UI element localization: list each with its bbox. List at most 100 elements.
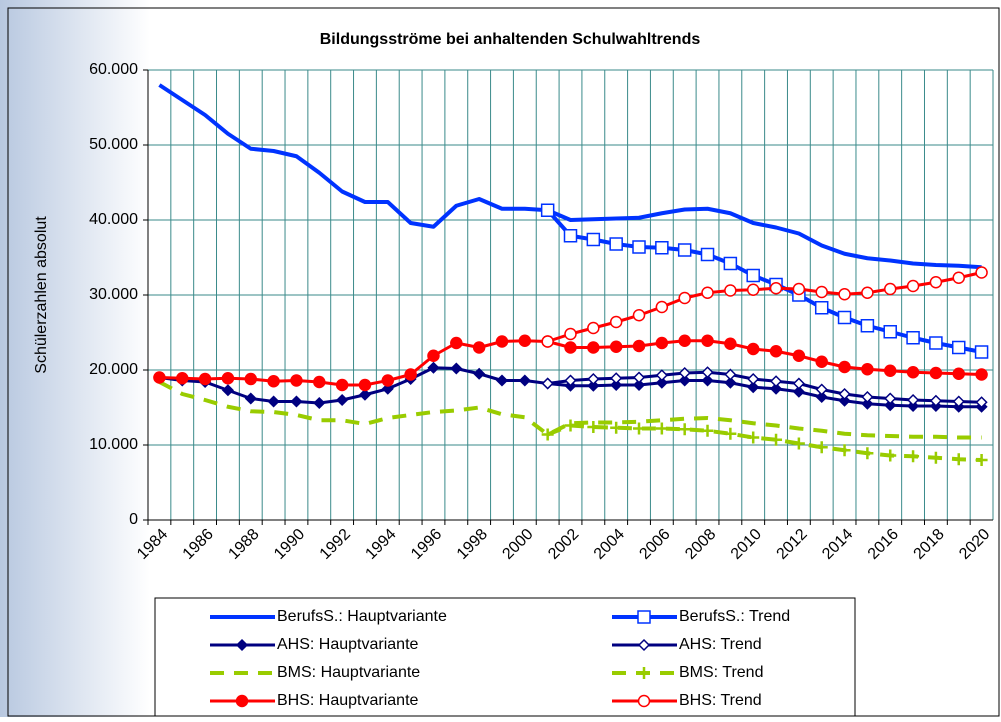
- marker: [861, 286, 874, 299]
- marker: [724, 284, 737, 297]
- marker: [701, 424, 714, 437]
- marker: [267, 395, 280, 408]
- x-tick-label: 2014: [819, 526, 856, 563]
- marker: [907, 393, 920, 407]
- x-tick-label: 2002: [545, 526, 582, 563]
- legend-label: BerufsS.: Hauptvariante: [277, 608, 447, 625]
- marker: [815, 441, 828, 454]
- marker: [792, 282, 806, 296]
- marker: [541, 377, 554, 390]
- x-tick-label: 1990: [271, 526, 308, 563]
- marker: [769, 282, 783, 295]
- marker: [906, 331, 920, 345]
- marker: [792, 437, 805, 450]
- marker: [495, 335, 509, 348]
- marker: [861, 447, 874, 460]
- marker: [610, 372, 623, 385]
- marker: [815, 285, 828, 299]
- marker: [609, 315, 623, 329]
- x-tick-label: 1986: [180, 526, 217, 563]
- marker: [860, 319, 875, 333]
- x-tick-label: 2016: [865, 526, 902, 563]
- marker: [929, 451, 942, 464]
- marker: [587, 341, 600, 354]
- marker: [587, 321, 600, 335]
- y-tick-label: 0: [129, 511, 138, 528]
- marker: [473, 367, 486, 380]
- chart-title: Bildungsströme bei anhaltenden Schulwahl…: [320, 31, 701, 48]
- marker: [313, 396, 326, 410]
- y-tick-label: 10.000: [89, 436, 138, 453]
- marker: [655, 376, 668, 389]
- marker: [838, 444, 851, 457]
- marker: [176, 372, 189, 385]
- marker: [769, 345, 783, 358]
- marker: [884, 392, 897, 405]
- marker: [655, 300, 669, 314]
- marker: [609, 237, 623, 251]
- marker: [815, 355, 828, 368]
- marker: [677, 243, 692, 257]
- marker: [906, 279, 920, 293]
- marker: [861, 363, 874, 376]
- legend-label: BMS: Hauptvariante: [277, 664, 420, 681]
- marker: [587, 379, 600, 392]
- marker: [564, 374, 577, 387]
- marker: [747, 431, 760, 444]
- marker: [724, 368, 737, 381]
- marker: [427, 361, 440, 374]
- marker: [724, 376, 737, 389]
- marker: [381, 382, 394, 395]
- y-axis-label: Schülerzahlen absolut: [33, 216, 50, 374]
- marker: [746, 268, 760, 283]
- marker: [637, 610, 651, 624]
- y-tick-label: 60.000: [89, 61, 138, 78]
- marker: [198, 372, 212, 386]
- series-line: [158, 83, 982, 270]
- marker: [336, 393, 349, 407]
- x-tick-label: 2020: [956, 526, 993, 563]
- marker: [906, 366, 920, 379]
- marker: [814, 301, 829, 315]
- marker: [883, 364, 897, 377]
- marker: [815, 390, 828, 404]
- marker: [975, 454, 988, 466]
- marker: [632, 378, 646, 392]
- marker: [837, 310, 852, 325]
- marker: [838, 288, 851, 301]
- marker: [404, 368, 417, 381]
- marker: [701, 374, 714, 387]
- marker: [267, 375, 280, 388]
- marker: [952, 453, 965, 466]
- y-tick-label: 20.000: [89, 361, 138, 378]
- marker: [587, 372, 600, 386]
- marker: [701, 286, 714, 299]
- marker: [701, 334, 714, 347]
- marker: [541, 335, 554, 348]
- marker: [883, 325, 897, 339]
- marker: [235, 638, 249, 652]
- marker: [632, 240, 646, 254]
- marker: [678, 374, 691, 387]
- marker: [723, 256, 738, 271]
- marker: [907, 450, 920, 463]
- marker: [884, 399, 897, 412]
- y-tick-label: 40.000: [89, 211, 138, 228]
- marker: [838, 394, 851, 407]
- legend-label: BHS: Hauptvariante: [277, 692, 419, 709]
- x-tick-label: 1992: [317, 526, 354, 563]
- marker: [609, 340, 623, 353]
- marker: [951, 340, 966, 355]
- marker: [861, 397, 874, 410]
- marker: [632, 339, 646, 353]
- marker: [472, 341, 486, 354]
- series-line: [158, 380, 982, 440]
- marker: [792, 385, 805, 398]
- marker: [637, 694, 651, 708]
- marker: [290, 395, 303, 408]
- legend-label: BHS: Trend: [679, 692, 762, 709]
- marker: [747, 381, 760, 394]
- x-tick-label: 1994: [362, 526, 399, 563]
- x-tick-label: 2018: [911, 526, 948, 563]
